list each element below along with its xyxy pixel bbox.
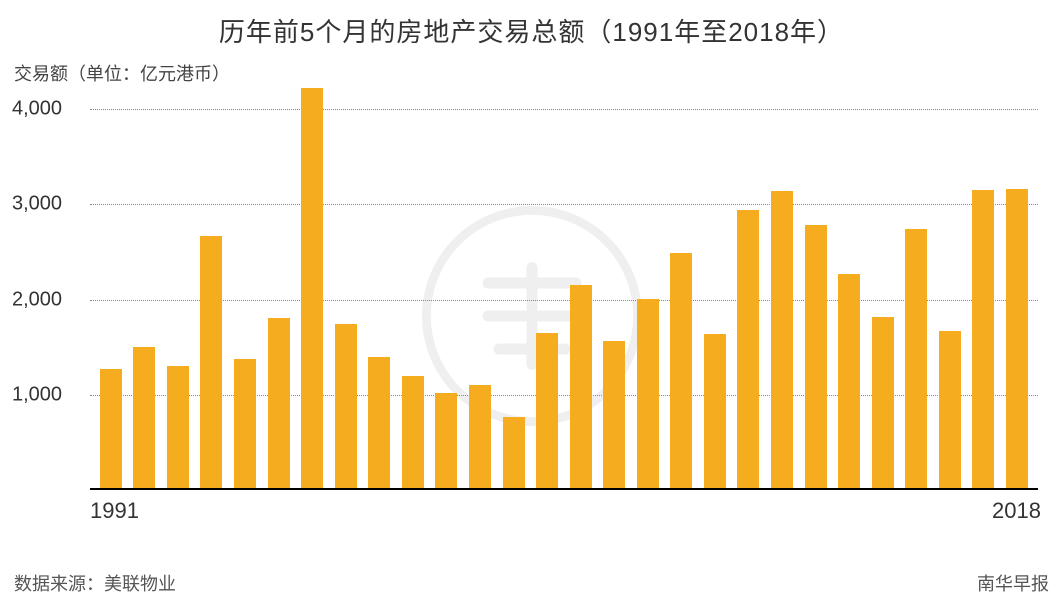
chart-area: 1,0002,0003,0004,000 1991 2018: [0, 90, 1063, 520]
y-tick-label: 1,000: [12, 383, 62, 406]
bar: [133, 347, 155, 488]
bar: [435, 393, 457, 488]
source-label: 数据来源：美联物业: [14, 570, 176, 596]
bar: [704, 334, 726, 488]
chart-footer: 数据来源：美联物业 南华早报: [14, 570, 1049, 596]
bar: [737, 210, 759, 488]
bars-container: [90, 90, 1038, 488]
bar: [268, 318, 290, 488]
bar: [335, 324, 357, 488]
x-tick-last: 2018: [992, 498, 1041, 524]
y-tick-label: 4,000: [12, 98, 62, 121]
bar: [771, 191, 793, 488]
bar: [939, 331, 961, 488]
x-tick-first: 1991: [90, 498, 139, 524]
bar: [368, 357, 390, 488]
plot-area: [90, 90, 1038, 490]
attribution-label: 南华早报: [977, 570, 1049, 596]
bar: [402, 376, 424, 488]
y-tick-label: 2,000: [12, 288, 62, 311]
bar: [972, 190, 994, 488]
bar: [503, 417, 525, 488]
bar: [603, 341, 625, 488]
y-axis-title: 交易额（单位：亿元港币）: [14, 60, 230, 86]
bar: [536, 333, 558, 488]
bar: [234, 359, 256, 488]
bar: [872, 317, 894, 488]
bar: [570, 285, 592, 488]
bar: [805, 225, 827, 488]
y-tick-label: 3,000: [12, 193, 62, 216]
bar: [469, 385, 491, 488]
bar: [167, 366, 189, 488]
bar: [637, 299, 659, 488]
bar: [100, 369, 122, 488]
bar: [905, 229, 927, 488]
bar: [1006, 189, 1028, 488]
bar: [200, 236, 222, 488]
bar: [301, 88, 323, 488]
chart-title: 历年前5个月的房地产交易总额（1991年至2018年）: [0, 0, 1063, 49]
bar: [670, 253, 692, 488]
bar: [838, 274, 860, 488]
